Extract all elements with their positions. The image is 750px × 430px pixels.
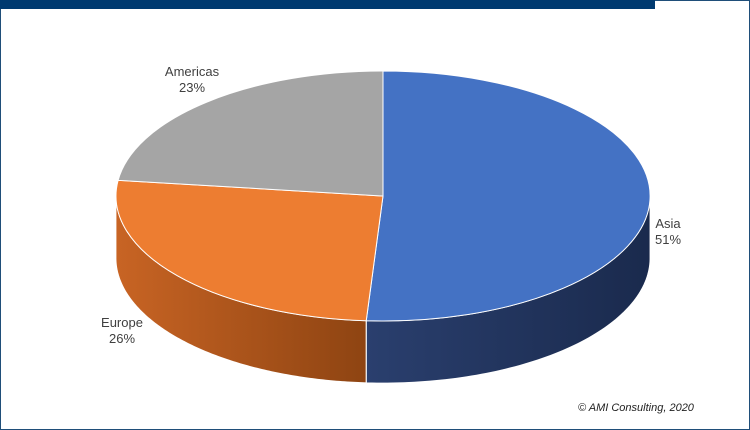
pie-slice-europe bbox=[115, 179, 384, 322]
copyright-text: © AMI Consulting, 2020 bbox=[578, 402, 694, 414]
slice-label-asia: Asia bbox=[655, 216, 681, 231]
slice-label-europe: Europe bbox=[101, 315, 143, 330]
slice-label-americas: Americas bbox=[165, 64, 220, 79]
pie-slice-asia bbox=[365, 70, 651, 322]
pie-slice-americas bbox=[117, 70, 384, 197]
pie-tops bbox=[115, 70, 651, 322]
slice-value-europe: 26% bbox=[109, 331, 135, 346]
top-banner-bar bbox=[0, 0, 655, 9]
slice-value-asia: 51% bbox=[655, 232, 681, 247]
slice-value-americas: 23% bbox=[179, 80, 205, 95]
